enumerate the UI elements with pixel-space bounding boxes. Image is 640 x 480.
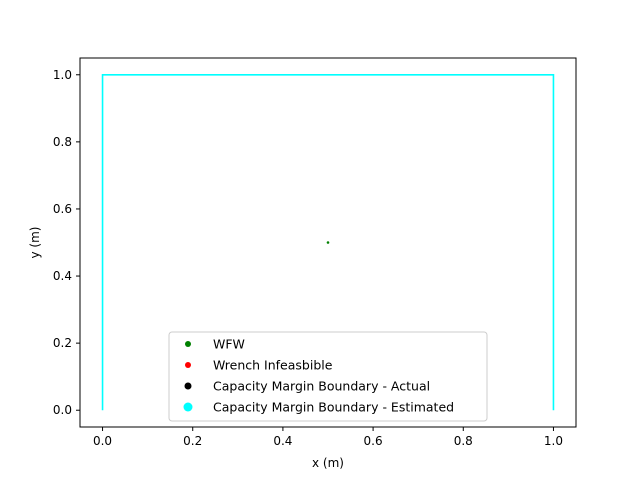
x-tick-label: 0.0	[93, 434, 112, 448]
legend-marker	[185, 362, 191, 368]
y-axis-ticks: 0.0 0.2 0.4 0.6 0.8 1.0	[53, 68, 80, 417]
legend-label: Capacity Margin Boundary - Actual	[213, 379, 430, 394]
series-layer	[101, 73, 555, 411]
legend-label: Wrench Infeasbible	[213, 358, 333, 373]
y-tick-label: 1.0	[53, 68, 72, 82]
legend-marker	[183, 402, 193, 412]
y-tick-label: 0.0	[53, 403, 72, 417]
x-tick-label: 0.4	[273, 434, 292, 448]
series-line	[101, 73, 555, 411]
legend-marker	[184, 382, 192, 390]
legend-label: WFW	[213, 337, 245, 352]
y-tick-label: 0.6	[53, 202, 72, 216]
y-tick-label: 0.2	[53, 336, 72, 350]
x-tick-label: 0.8	[454, 434, 473, 448]
x-axis-label: x (m)	[312, 456, 344, 470]
y-tick-label: 0.8	[53, 135, 72, 149]
legend: WFW Wrench Infeasbible Capacity Margin Bou…	[168, 331, 488, 422]
y-axis-label: y (m)	[28, 227, 42, 259]
x-tick-label: 1.0	[544, 434, 563, 448]
data-point	[326, 241, 330, 244]
legend-frame	[168, 331, 488, 422]
legend-marker	[185, 341, 191, 347]
y-tick-label: 0.4	[53, 269, 72, 283]
x-tick-label: 0.6	[364, 434, 383, 448]
x-axis-ticks: 0.0 0.2 0.4 0.6 0.8 1.0	[93, 427, 563, 448]
plot-frame	[79, 57, 577, 428]
legend-label: Capacity Margin Boundary - Estimated	[213, 400, 454, 415]
x-tick-label: 0.2	[183, 434, 202, 448]
